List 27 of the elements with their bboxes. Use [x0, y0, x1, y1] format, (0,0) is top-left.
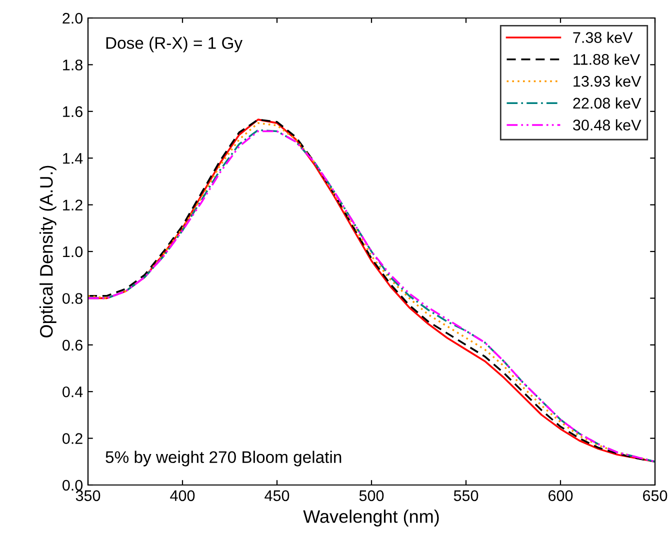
y-tick-label: 1.4: [63, 153, 83, 164]
y-tick-label: 2.0: [62, 12, 83, 24]
y-tick-label: 0.8: [62, 293, 82, 304]
legend-label: 30.48 keV: [573, 119, 642, 130]
y-tick-label: 1.0: [63, 246, 83, 258]
x-tick-label: 450: [264, 490, 290, 502]
annotation: Dose (R-X) = 1 Gy: [106, 36, 243, 52]
legend-label: 22.08 keV: [573, 97, 642, 109]
x-tick-label: 650: [643, 490, 668, 502]
y-tick-label: 0.2: [62, 433, 82, 444]
y-tick-label: 0.6: [62, 340, 82, 351]
x-tick-label: 550: [454, 490, 478, 502]
x-tick-label: 600: [548, 490, 573, 502]
x-tick-label: 400: [170, 490, 195, 502]
x-axis-title: Wavelenght (nm): [303, 510, 439, 526]
y-tick-label: 1.2: [63, 200, 82, 210]
legend-label: 7.38 keV: [573, 32, 633, 43]
annotation: 5% by weight 270 Bloom gelatin: [106, 450, 342, 466]
y-tick-label: 1.6: [63, 106, 82, 118]
x-tick-label: 500: [359, 490, 384, 502]
y-tick-label: 1.8: [63, 60, 82, 70]
legend-label: 11.88 keV: [574, 54, 640, 65]
y-tick-label: 0.4: [62, 386, 83, 398]
y-tick-label: 0.0: [62, 480, 83, 491]
y-axis-title: Optical Density (A.U.): [40, 166, 56, 338]
legend-label: 13.93 keV: [574, 76, 642, 87]
x-tick-label: 350: [76, 490, 100, 502]
